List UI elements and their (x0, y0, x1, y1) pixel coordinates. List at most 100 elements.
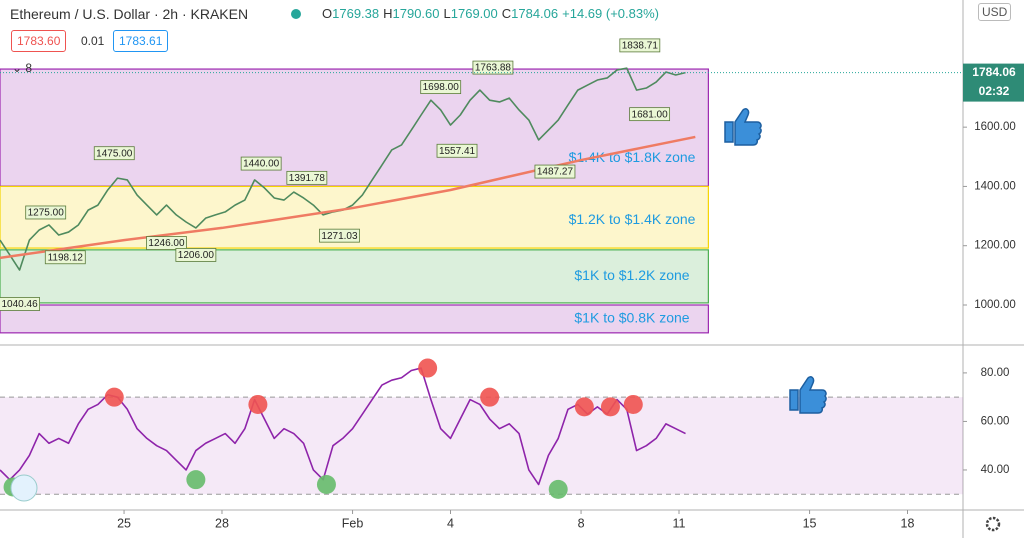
y-tick-label: 1400.00 (974, 180, 1016, 192)
marker (600, 397, 620, 417)
callout-label: 1198.12 (48, 252, 84, 263)
zone (0, 249, 709, 304)
callout-box (472, 60, 514, 75)
panel: $1.4K to $1.8K zone $1.2K to $1.4K zone $1… (0, 38, 1024, 334)
price-callout: 1206.00 (175, 248, 217, 262)
price-callout: 1475.00 (93, 146, 135, 161)
marker (574, 397, 594, 417)
ohlc-value: 1769.38 (332, 6, 380, 21)
logo (10, 474, 38, 502)
y-tick-label: 60.00 (981, 415, 1010, 427)
last-price-badge (963, 63, 1024, 102)
marker (186, 470, 206, 490)
marker (480, 387, 500, 407)
price-callout: 1040.46 (0, 297, 40, 311)
price-callout: 1763.88 (472, 60, 514, 75)
price-callout: 1198.12 (44, 250, 86, 265)
zone-label: $1.4K to $1.8K zone (569, 149, 696, 165)
x-tick-label: 4 (447, 516, 454, 530)
thumbs-up-icon (724, 108, 762, 146)
callout-label: 1246.00 (148, 238, 185, 249)
price-callout: 1440.00 (240, 156, 282, 171)
status-dot (291, 9, 301, 19)
callout-label: 1763.88 (475, 63, 512, 74)
callout-box (319, 228, 360, 243)
y-tick-label: 80.00 (981, 367, 1010, 379)
callout-box (619, 38, 661, 53)
ohlc-value: 1769.00 (450, 6, 498, 21)
callout-box (436, 143, 478, 158)
panel: 40.00 60.00 80.00 25 28 Feb 4 8 11 15 18 (0, 358, 1010, 530)
callout-label: 1557.41 (439, 146, 476, 157)
callout-box (629, 107, 671, 122)
ohlc-key: H (383, 6, 393, 21)
bid[interactable]: 1783.60 (11, 30, 67, 52)
price-callout: 1275.00 (25, 205, 67, 220)
price-callout: 1246.00 (146, 236, 187, 250)
x-tick-label: 15 (803, 516, 817, 530)
ohlc-key: O (322, 6, 333, 21)
callout-box (420, 80, 462, 95)
callout-box (175, 248, 217, 262)
indicator-count: 8 (25, 61, 33, 75)
marker (104, 387, 124, 407)
spread: 0.01 (81, 34, 105, 48)
y-tick-label: 1600.00 (974, 121, 1016, 133)
callout-box (0, 297, 40, 311)
price-callout: 1681.00 (629, 107, 671, 122)
x-tick-label: 18 (901, 516, 915, 530)
ohlc: O1769.38 H1790.60 L1769.00 C1784.06 +14.69 (… (322, 6, 659, 21)
zone (0, 68, 709, 187)
marker (248, 394, 268, 414)
last-price-label: 1784.06 (972, 65, 1016, 79)
callout-box (44, 250, 86, 265)
x-tick-label: Feb (342, 516, 364, 530)
change: +14.69 (+0.83%) (562, 6, 659, 21)
callout-label: 1487.27 (537, 167, 574, 178)
x-tick-label: 28 (215, 516, 229, 530)
thumb-shape (789, 376, 827, 414)
x-tick-label: 8 (578, 516, 585, 530)
chevron: ⌄ (12, 61, 26, 75)
zone-label: $1K to $1.2K zone (574, 267, 689, 283)
thumb-shape (724, 108, 762, 146)
callout-label: 1838.71 (622, 41, 659, 52)
countdown: 02:32 (979, 84, 1010, 98)
marker (548, 479, 568, 499)
price-callout: 1698.00 (420, 80, 462, 95)
marker (316, 475, 336, 495)
callout-label: 1440.00 (243, 159, 280, 170)
callout-label: 1681.00 (632, 109, 669, 120)
price-callout: 1838.71 (619, 38, 661, 53)
price-callout: 1557.41 (436, 143, 478, 158)
callout-label: 1475.00 (96, 148, 133, 159)
callout-label: 1275.00 (28, 208, 65, 219)
x-tick-label: 11 (673, 516, 686, 530)
zone (0, 304, 709, 334)
y-tick-label: 1200.00 (974, 240, 1016, 252)
y-tick-label: 40.00 (981, 464, 1010, 476)
x-tick-label: 25 (117, 516, 131, 530)
price-callout: 1271.03 (319, 228, 360, 243)
marker (623, 394, 643, 414)
marker (418, 358, 438, 378)
ohlc-key: L (443, 6, 451, 21)
thumbs-up-icon (789, 376, 827, 414)
series-line (0, 135, 696, 260)
settings-icon (985, 516, 1001, 532)
callout-box (240, 156, 282, 171)
symbol: Ethereum / U.S. Dollar · 2h · KRAKEN (10, 6, 249, 22)
zone-label: $1.2K to $1.4K zone (569, 211, 696, 227)
ohlc-key: C (501, 6, 512, 21)
ohlc-value: 1790.60 (392, 6, 440, 21)
ohlc-value: 1784.06 (511, 6, 559, 21)
ask[interactable]: 1783.61 (113, 30, 169, 52)
callout-label: 1206.00 (178, 250, 215, 261)
callout-label: 1698.00 (423, 82, 460, 93)
currency[interactable]: USD (978, 3, 1012, 21)
callout-box (286, 170, 328, 185)
indicator-toggle[interactable]: ⌄ 8 (12, 61, 32, 75)
zone-label: $1K to $0.8K zone (574, 310, 689, 326)
callout-label: 1040.46 (2, 299, 39, 310)
